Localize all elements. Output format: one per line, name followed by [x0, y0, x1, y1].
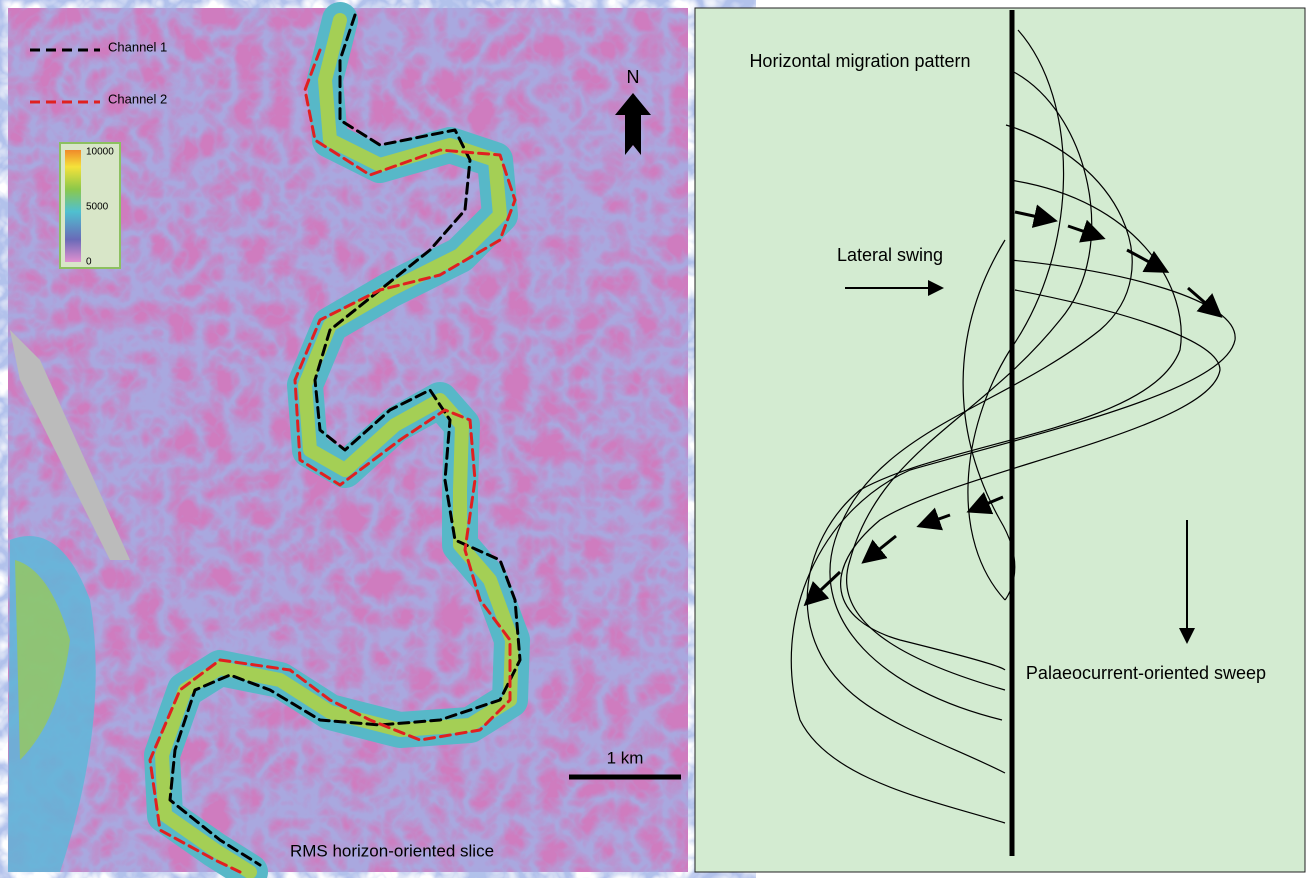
diagram-title: Horizontal migration pattern	[749, 51, 970, 71]
north-label: N	[627, 67, 640, 87]
diagram-background	[695, 8, 1305, 872]
colorbar	[65, 150, 81, 262]
sweep-label: Palaeocurrent-oriented sweep	[1026, 663, 1266, 683]
map-panel: Channel 1 Channel 2 10000 5000 0 N 1 km …	[8, 8, 688, 872]
colorbar-label: 10000	[86, 147, 114, 158]
caption: RMS horizon-oriented slice	[290, 841, 494, 860]
legend-label: Channel 2	[108, 91, 167, 106]
page: {"map":{"legend":["Channel 1","Channel 2…	[0, 0, 1309, 878]
lateral-label: Lateral swing	[837, 245, 943, 265]
colorbar-label: 5000	[86, 202, 109, 213]
colorbar-label: 0	[86, 257, 92, 268]
diagram-panel: Horizontal migration pattern Lateral swi…	[695, 8, 1305, 872]
scale-label: 1 km	[607, 748, 644, 767]
figure: Channel 1 Channel 2 10000 5000 0 N 1 km …	[0, 0, 1309, 878]
legend-label: Channel 1	[108, 39, 167, 54]
